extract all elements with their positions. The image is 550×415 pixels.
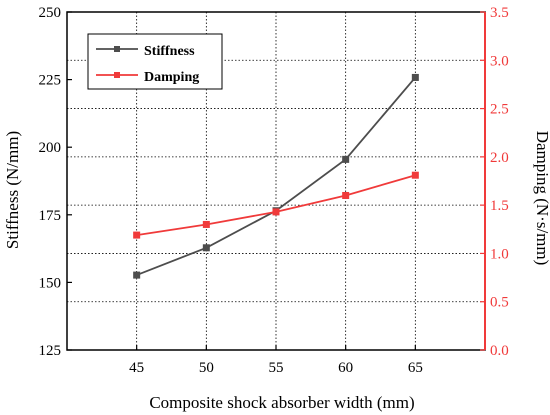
- left-tick-label: 125: [39, 343, 62, 359]
- right-tick-label: 3.5: [490, 5, 509, 21]
- left-tick-label: 200: [39, 140, 62, 156]
- legend-marker-damping: [114, 72, 120, 78]
- x-axis-label: Composite shock absorber width (mm): [149, 393, 414, 412]
- data-point-stiffness: [411, 73, 419, 81]
- legend-label-damping: Damping: [144, 70, 199, 85]
- x-axis-ticks: 45 50 55 60 65: [129, 345, 423, 376]
- legend-label-stiffness: Stiffness: [144, 44, 195, 59]
- right-tick-label: 1.5: [490, 198, 509, 214]
- data-point-stiffness: [133, 271, 141, 279]
- data-point-damping: [133, 231, 141, 239]
- legend: Stiffness Damping: [87, 33, 223, 90]
- right-axis-ticks: 0.0 0.5 1.0 1.5 2.0 2.5 3.0 3.5: [480, 5, 509, 359]
- x-tick-label: 65: [408, 360, 423, 376]
- y-axis-label-left: Stiffness (N/mm): [3, 131, 22, 249]
- left-tick-label: 175: [39, 208, 62, 224]
- data-point-damping: [272, 208, 280, 216]
- data-point-damping: [411, 171, 419, 179]
- data-point-stiffness: [342, 155, 350, 163]
- right-tick-label: 0.0: [490, 343, 509, 359]
- x-tick-label: 55: [269, 360, 284, 376]
- right-tick-label: 2.5: [490, 102, 509, 118]
- right-tick-label: 2.0: [490, 150, 509, 166]
- left-axis-ticks: 125 150 175 200 225 250: [39, 5, 72, 359]
- series-layer: [133, 73, 419, 279]
- data-point-damping: [202, 220, 210, 228]
- right-tick-label: 3.0: [490, 53, 509, 69]
- left-tick-label: 225: [39, 73, 62, 89]
- data-point-stiffness: [202, 244, 210, 252]
- data-point-damping: [342, 191, 350, 199]
- right-tick-label: 1.0: [490, 246, 509, 262]
- y-axis-label-right: Damping (N·s/mm): [533, 131, 550, 266]
- x-tick-label: 50: [199, 360, 214, 376]
- legend-box: [87, 33, 223, 90]
- legend-marker-stiffness: [114, 46, 120, 52]
- left-tick-label: 250: [39, 5, 62, 21]
- x-tick-label: 45: [129, 360, 144, 376]
- right-tick-label: 0.5: [490, 295, 509, 311]
- left-tick-label: 150: [39, 275, 62, 291]
- x-tick-label: 60: [338, 360, 353, 376]
